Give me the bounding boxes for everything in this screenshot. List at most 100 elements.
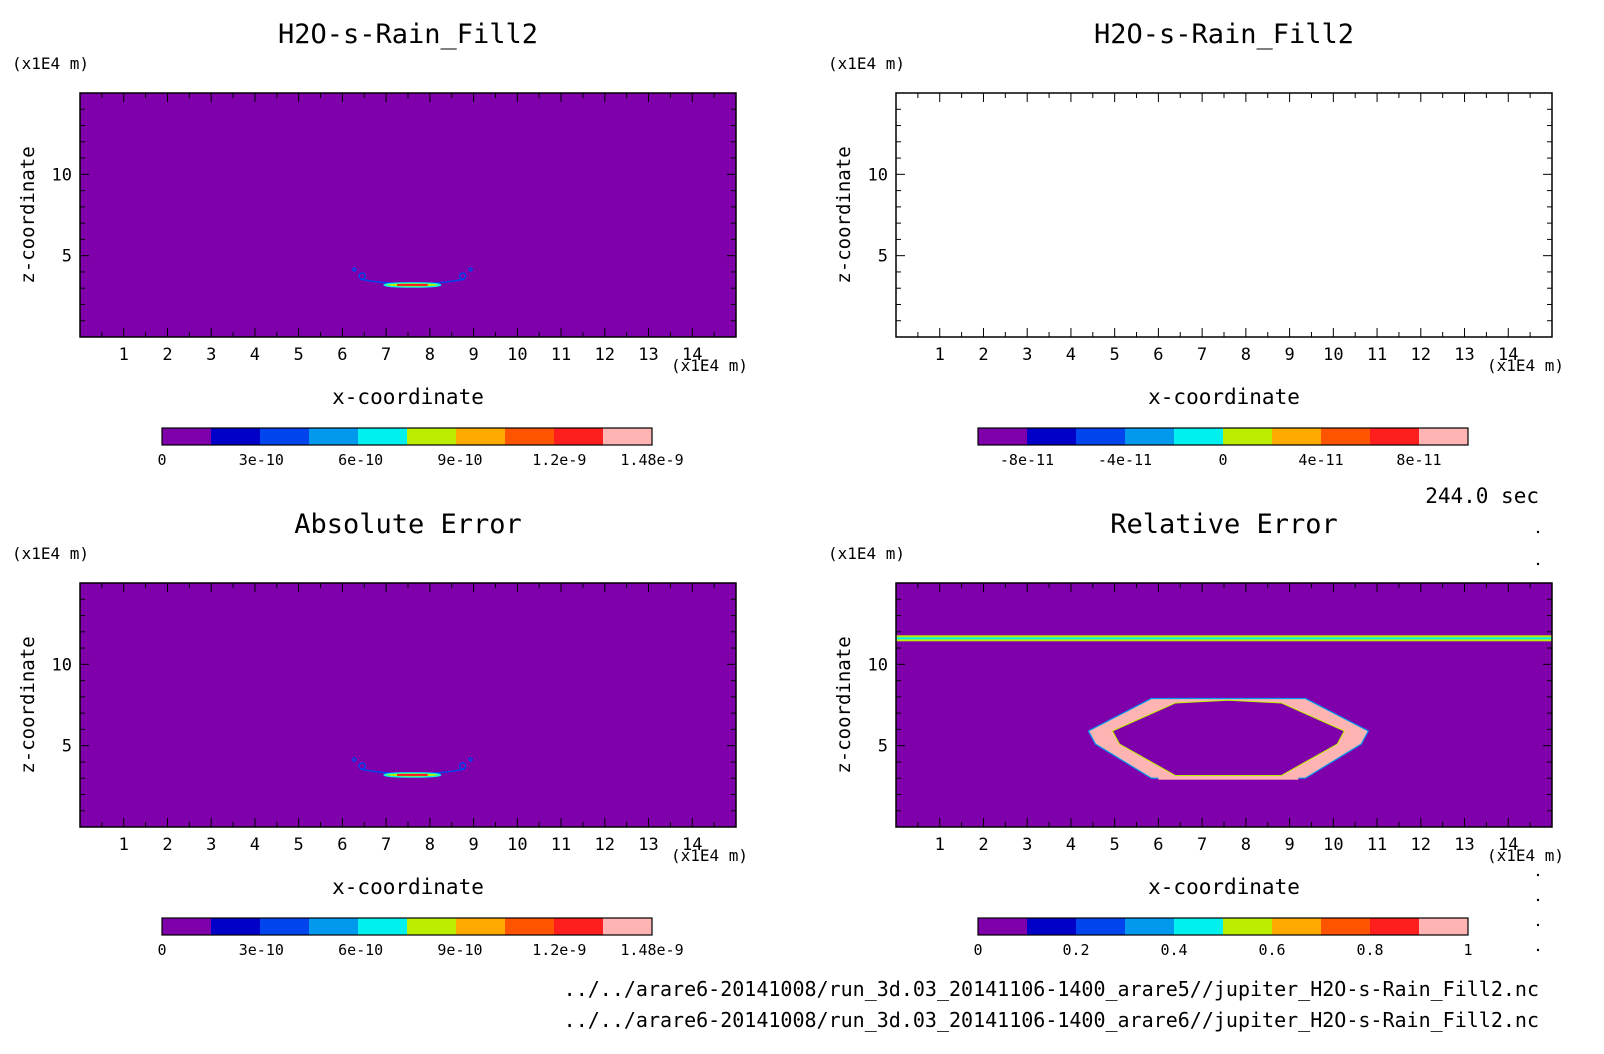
colorbar-tick-label: 1 bbox=[1463, 941, 1472, 959]
colorbar-tick-label: 3e-10 bbox=[239, 451, 284, 469]
colorbar-tick-label: 1.2e-9 bbox=[532, 941, 586, 959]
colorbar-swatch bbox=[505, 918, 555, 935]
colorbar: 0 0.2 0.4 0.6 0.8 1 bbox=[973, 917, 1473, 959]
x-unit-label: (x1E4 m) bbox=[1487, 846, 1564, 865]
colorbar-swatch bbox=[309, 918, 359, 935]
x-tick-label: 10 bbox=[1323, 345, 1343, 365]
x-tick-label: 5 bbox=[1110, 835, 1120, 855]
x-tick-label: 6 bbox=[337, 835, 347, 855]
x-tick-label: 7 bbox=[381, 345, 391, 365]
colorbar-swatch bbox=[978, 428, 1028, 445]
x-tick-label: 5 bbox=[294, 835, 304, 855]
colorbar-tick-label: 0 bbox=[157, 451, 166, 469]
x-tick-label: 3 bbox=[1022, 345, 1032, 365]
colorbar-swatch bbox=[211, 428, 261, 445]
rain-lens-peak bbox=[397, 773, 428, 776]
y-tick-label: 5 bbox=[62, 737, 72, 757]
x-tick-label: 8 bbox=[425, 345, 435, 365]
plot-area bbox=[80, 93, 736, 337]
colorbar-tick-label: 4e-11 bbox=[1298, 451, 1343, 469]
chart-title: Absolute Error bbox=[294, 509, 522, 540]
x-tick-label: 2 bbox=[162, 835, 172, 855]
colorbar-tick-label: 0.6 bbox=[1258, 941, 1285, 959]
chart-panel-1: H2O-s-Rain_Fill2(x1E4 m)1 2 3 4 5 6 7 8 9 10 11 12 1… bbox=[12, 19, 748, 469]
error-ring-base bbox=[1158, 776, 1299, 780]
colorbar-swatch bbox=[1321, 428, 1371, 445]
colorbar-swatch bbox=[1027, 428, 1077, 445]
x-tick-label: 12 bbox=[1411, 835, 1431, 855]
colorbar-swatch bbox=[162, 918, 212, 935]
plot-area bbox=[896, 93, 1552, 337]
x-tick-label: 3 bbox=[206, 345, 216, 365]
x-tick-label: 14 bbox=[1498, 345, 1518, 365]
x-tick-label: 6 bbox=[1153, 345, 1163, 365]
colorbar-tick-label: 0.8 bbox=[1356, 941, 1383, 959]
chart-panel-4: Relative Error(x1E4 m)1 2 3 4 5 6 7 8 9 10 11 12 13 1… bbox=[828, 509, 1564, 959]
error-band-core bbox=[896, 637, 1552, 640]
edge-dot bbox=[1536, 562, 1540, 566]
file-path-2: ../../arare6-20141008/run_3d.03_20141106… bbox=[564, 1008, 1539, 1032]
plot-area bbox=[80, 583, 736, 827]
x-tick-label: 2 bbox=[978, 835, 988, 855]
y-axis-label: z-coordinate bbox=[17, 146, 39, 283]
x-tick-label: 6 bbox=[1153, 835, 1163, 855]
colorbar-swatch bbox=[260, 428, 310, 445]
file-path-1: ../../arare6-20141008/run_3d.03_20141106… bbox=[564, 977, 1539, 1001]
x-tick-label: 14 bbox=[682, 345, 702, 365]
x-tick-label: 8 bbox=[1241, 835, 1251, 855]
y-unit-label: (x1E4 m) bbox=[828, 544, 905, 563]
colorbar-swatch bbox=[1419, 918, 1469, 935]
colorbar-tick-label: 1.2e-9 bbox=[532, 451, 586, 469]
rain-lens-peak bbox=[397, 283, 428, 286]
colorbar: 0 3e-10 6e-10 9e-10 1.2e-9 1.48e-9 bbox=[157, 917, 684, 959]
colorbar-tick-label: -4e-11 bbox=[1098, 451, 1152, 469]
rain-blob bbox=[358, 272, 366, 280]
time-label: 244.0 sec bbox=[1425, 484, 1539, 508]
error-ring-inner bbox=[1111, 699, 1345, 777]
colorbar-swatch bbox=[456, 918, 506, 935]
colorbar-swatch bbox=[1223, 428, 1273, 445]
edge-dot bbox=[1536, 948, 1540, 952]
colorbar-tick-label: 9e-10 bbox=[437, 451, 482, 469]
y-tick-label: 10 bbox=[52, 655, 72, 675]
rain-blob bbox=[351, 267, 357, 272]
colorbar-tick-label: 6e-10 bbox=[338, 451, 383, 469]
x-unit-label: (x1E4 m) bbox=[671, 356, 748, 375]
rain-blob bbox=[351, 757, 357, 762]
colorbar-swatch bbox=[1027, 918, 1077, 935]
x-axis-label: x-coordinate bbox=[332, 385, 484, 409]
colorbar-swatch bbox=[1370, 918, 1420, 935]
colorbar-swatch bbox=[1125, 918, 1175, 935]
colorbar-swatch bbox=[554, 428, 604, 445]
rain-blob bbox=[458, 272, 467, 280]
x-tick-label: 2 bbox=[162, 345, 172, 365]
colorbar-swatch bbox=[1223, 918, 1273, 935]
x-tick-label: 14 bbox=[682, 835, 702, 855]
colorbar-swatch bbox=[1272, 428, 1322, 445]
colorbar-frame bbox=[977, 917, 1469, 936]
x-axis-label: x-coordinate bbox=[332, 875, 484, 899]
colorbar-swatch bbox=[1174, 918, 1224, 935]
colorbar-tick-label: 8e-11 bbox=[1396, 451, 1441, 469]
edge-dot bbox=[1536, 530, 1540, 534]
x-tick-label: 9 bbox=[1284, 835, 1294, 855]
colorbar-swatch bbox=[309, 428, 359, 445]
x-tick-label: 8 bbox=[1241, 345, 1251, 365]
edge-dot bbox=[1536, 898, 1540, 902]
colorbar-swatch bbox=[1272, 918, 1322, 935]
colorbar-swatch bbox=[1174, 428, 1224, 445]
edge-dot bbox=[1536, 923, 1540, 927]
x-tick-label: 4 bbox=[1066, 345, 1076, 365]
colorbar-swatch bbox=[603, 918, 653, 935]
y-tick-label: 10 bbox=[52, 165, 72, 185]
colorbar-tick-label: 0.4 bbox=[1160, 941, 1187, 959]
colorbar-tick-label: 0 bbox=[973, 941, 982, 959]
colorbar-swatch bbox=[1076, 428, 1126, 445]
x-tick-label: 7 bbox=[1197, 345, 1207, 365]
x-axis-label: x-coordinate bbox=[1148, 385, 1300, 409]
chart-panel-3: Absolute Error(x1E4 m)1 2 3 4 5 6 7 8 9 10 11 12 13 1… bbox=[12, 509, 748, 959]
x-tick-label: 1 bbox=[119, 345, 129, 365]
colorbar: -8e-11 -4e-11 0 4e-11 8e-11 bbox=[977, 427, 1469, 469]
colorbar-tick-label: 0.2 bbox=[1062, 941, 1089, 959]
x-tick-label: 2 bbox=[978, 345, 988, 365]
